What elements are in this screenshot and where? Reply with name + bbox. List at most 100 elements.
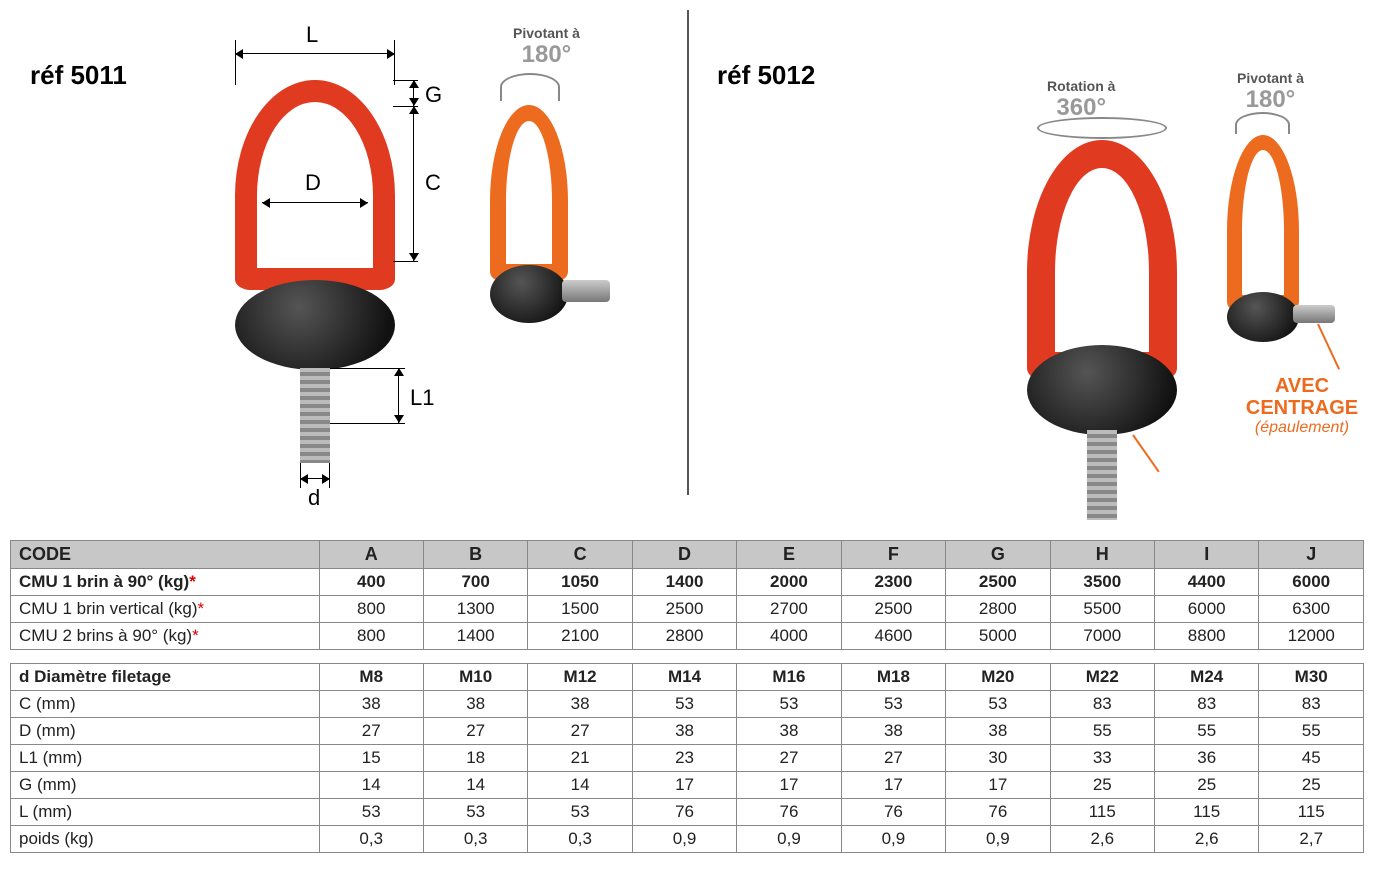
cell: 17 (632, 772, 736, 799)
cell: 83 (1050, 691, 1154, 718)
cell: 4400 (1155, 569, 1259, 596)
cell: 5000 (946, 623, 1050, 650)
dim-G-label: G (425, 82, 442, 108)
base-5012 (1027, 345, 1177, 435)
cell: 2100 (528, 623, 632, 650)
cell: 3500 (1050, 569, 1154, 596)
row-label: d Diamètre filetage (11, 664, 320, 691)
cell: 45 (1259, 745, 1364, 772)
cell: 76 (946, 799, 1050, 826)
cell: D (632, 541, 736, 569)
cell: 23 (632, 745, 736, 772)
ref-5011-label: réf 5011 (30, 60, 127, 91)
row-label: L (mm) (11, 799, 320, 826)
cell: 83 (1259, 691, 1364, 718)
centrage-label: AVEC CENTRAGE (épaulement) (1227, 375, 1374, 437)
cell: 36 (1155, 745, 1259, 772)
cell: 115 (1259, 799, 1364, 826)
dim-L-arrow (235, 53, 395, 54)
cell: 38 (946, 718, 1050, 745)
dim-G-arrow (413, 80, 414, 106)
row-label: L1 (mm) (11, 745, 320, 772)
cell: M22 (1050, 664, 1154, 691)
base-5012-side (1227, 292, 1299, 342)
row-label: poids (kg) (11, 826, 320, 853)
cell: 27 (528, 718, 632, 745)
cell: 27 (319, 718, 423, 745)
dim-L-label: L (306, 22, 318, 48)
gap-row (11, 650, 1364, 664)
cell: 0,9 (841, 826, 945, 853)
dim-L-tick-r (394, 40, 395, 85)
rotation-text: Rotation à (1047, 78, 1115, 94)
cell: 4000 (737, 623, 841, 650)
cell: 400 (319, 569, 423, 596)
cell: 7000 (1050, 623, 1154, 650)
cell: M12 (528, 664, 632, 691)
ref-5012-label: réf 5012 (717, 60, 815, 91)
cell: I (1155, 541, 1259, 569)
cell: 800 (319, 623, 423, 650)
cell: 14 (528, 772, 632, 799)
cell: 53 (528, 799, 632, 826)
cell: 0,3 (319, 826, 423, 853)
cell: 55 (1155, 718, 1259, 745)
dim-L1-tick-t (330, 368, 405, 369)
base-5011-side (490, 265, 568, 323)
pivot-deg: 180° (522, 41, 572, 68)
cell: 4600 (841, 623, 945, 650)
cell: 6300 (1259, 596, 1364, 623)
row-label: G (mm) (11, 772, 320, 799)
pivot-deg-2: 180° (1246, 86, 1296, 113)
cell: 800 (319, 596, 423, 623)
cell: 0,9 (632, 826, 736, 853)
dim-L1-label: L1 (410, 385, 434, 411)
rotation-label-5012: Rotation à 360° (1047, 78, 1115, 122)
pivot-label-5012: Pivotant à 180° (1237, 70, 1304, 114)
bolt-5012-side (1293, 305, 1335, 323)
cell: 115 (1155, 799, 1259, 826)
cell: 0,3 (423, 826, 527, 853)
dim-D-arrow (262, 202, 368, 203)
cell: 17 (737, 772, 841, 799)
asterisk: * (198, 599, 205, 618)
dim-d-arrow (300, 478, 330, 479)
dim-D-label: D (305, 170, 321, 196)
cell: F (841, 541, 945, 569)
cell: 2500 (632, 596, 736, 623)
cell: 25 (1259, 772, 1364, 799)
dim-L1-tick-b (330, 423, 405, 424)
cell: 1400 (632, 569, 736, 596)
cell: 2700 (737, 596, 841, 623)
cell: M16 (737, 664, 841, 691)
cell: 55 (1050, 718, 1154, 745)
cell: 27 (737, 745, 841, 772)
row-label: CMU 1 brin vertical (kg)* (11, 596, 320, 623)
cell: 700 (423, 569, 527, 596)
row-label: D (mm) (11, 718, 320, 745)
orange-arrow-bolt (1132, 434, 1159, 472)
bolt-5012 (1087, 430, 1117, 520)
dim-d-label: d (308, 485, 320, 511)
cell: 2,7 (1259, 826, 1364, 853)
cell: 53 (946, 691, 1050, 718)
cell: C (528, 541, 632, 569)
cell: 0,3 (528, 826, 632, 853)
cell: 76 (632, 799, 736, 826)
row-label: CMU 2 brins à 90° (kg)* (11, 623, 320, 650)
cell: 38 (841, 718, 945, 745)
spec-table: CODEABCDEFGHIJCMU 1 brin à 90° (kg)*4007… (10, 540, 1364, 853)
centrage-big: AVEC CENTRAGE (1227, 375, 1374, 419)
cell: H (1050, 541, 1154, 569)
cell: 38 (528, 691, 632, 718)
cell: 53 (841, 691, 945, 718)
right-column: réf 5012 Rotation à 360° Pivotant à 180°… (687, 10, 1364, 540)
cell: 2300 (841, 569, 945, 596)
cell: 2,6 (1155, 826, 1259, 853)
dim-d-tick-l (300, 463, 301, 488)
cell: 0,9 (737, 826, 841, 853)
asterisk: * (192, 626, 199, 645)
cell: 38 (737, 718, 841, 745)
cell: 33 (1050, 745, 1154, 772)
row-label: CMU 1 brin à 90° (kg)* (11, 569, 320, 596)
